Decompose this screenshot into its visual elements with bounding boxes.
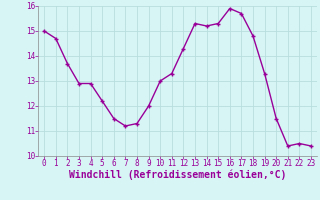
X-axis label: Windchill (Refroidissement éolien,°C): Windchill (Refroidissement éolien,°C) — [69, 170, 286, 180]
